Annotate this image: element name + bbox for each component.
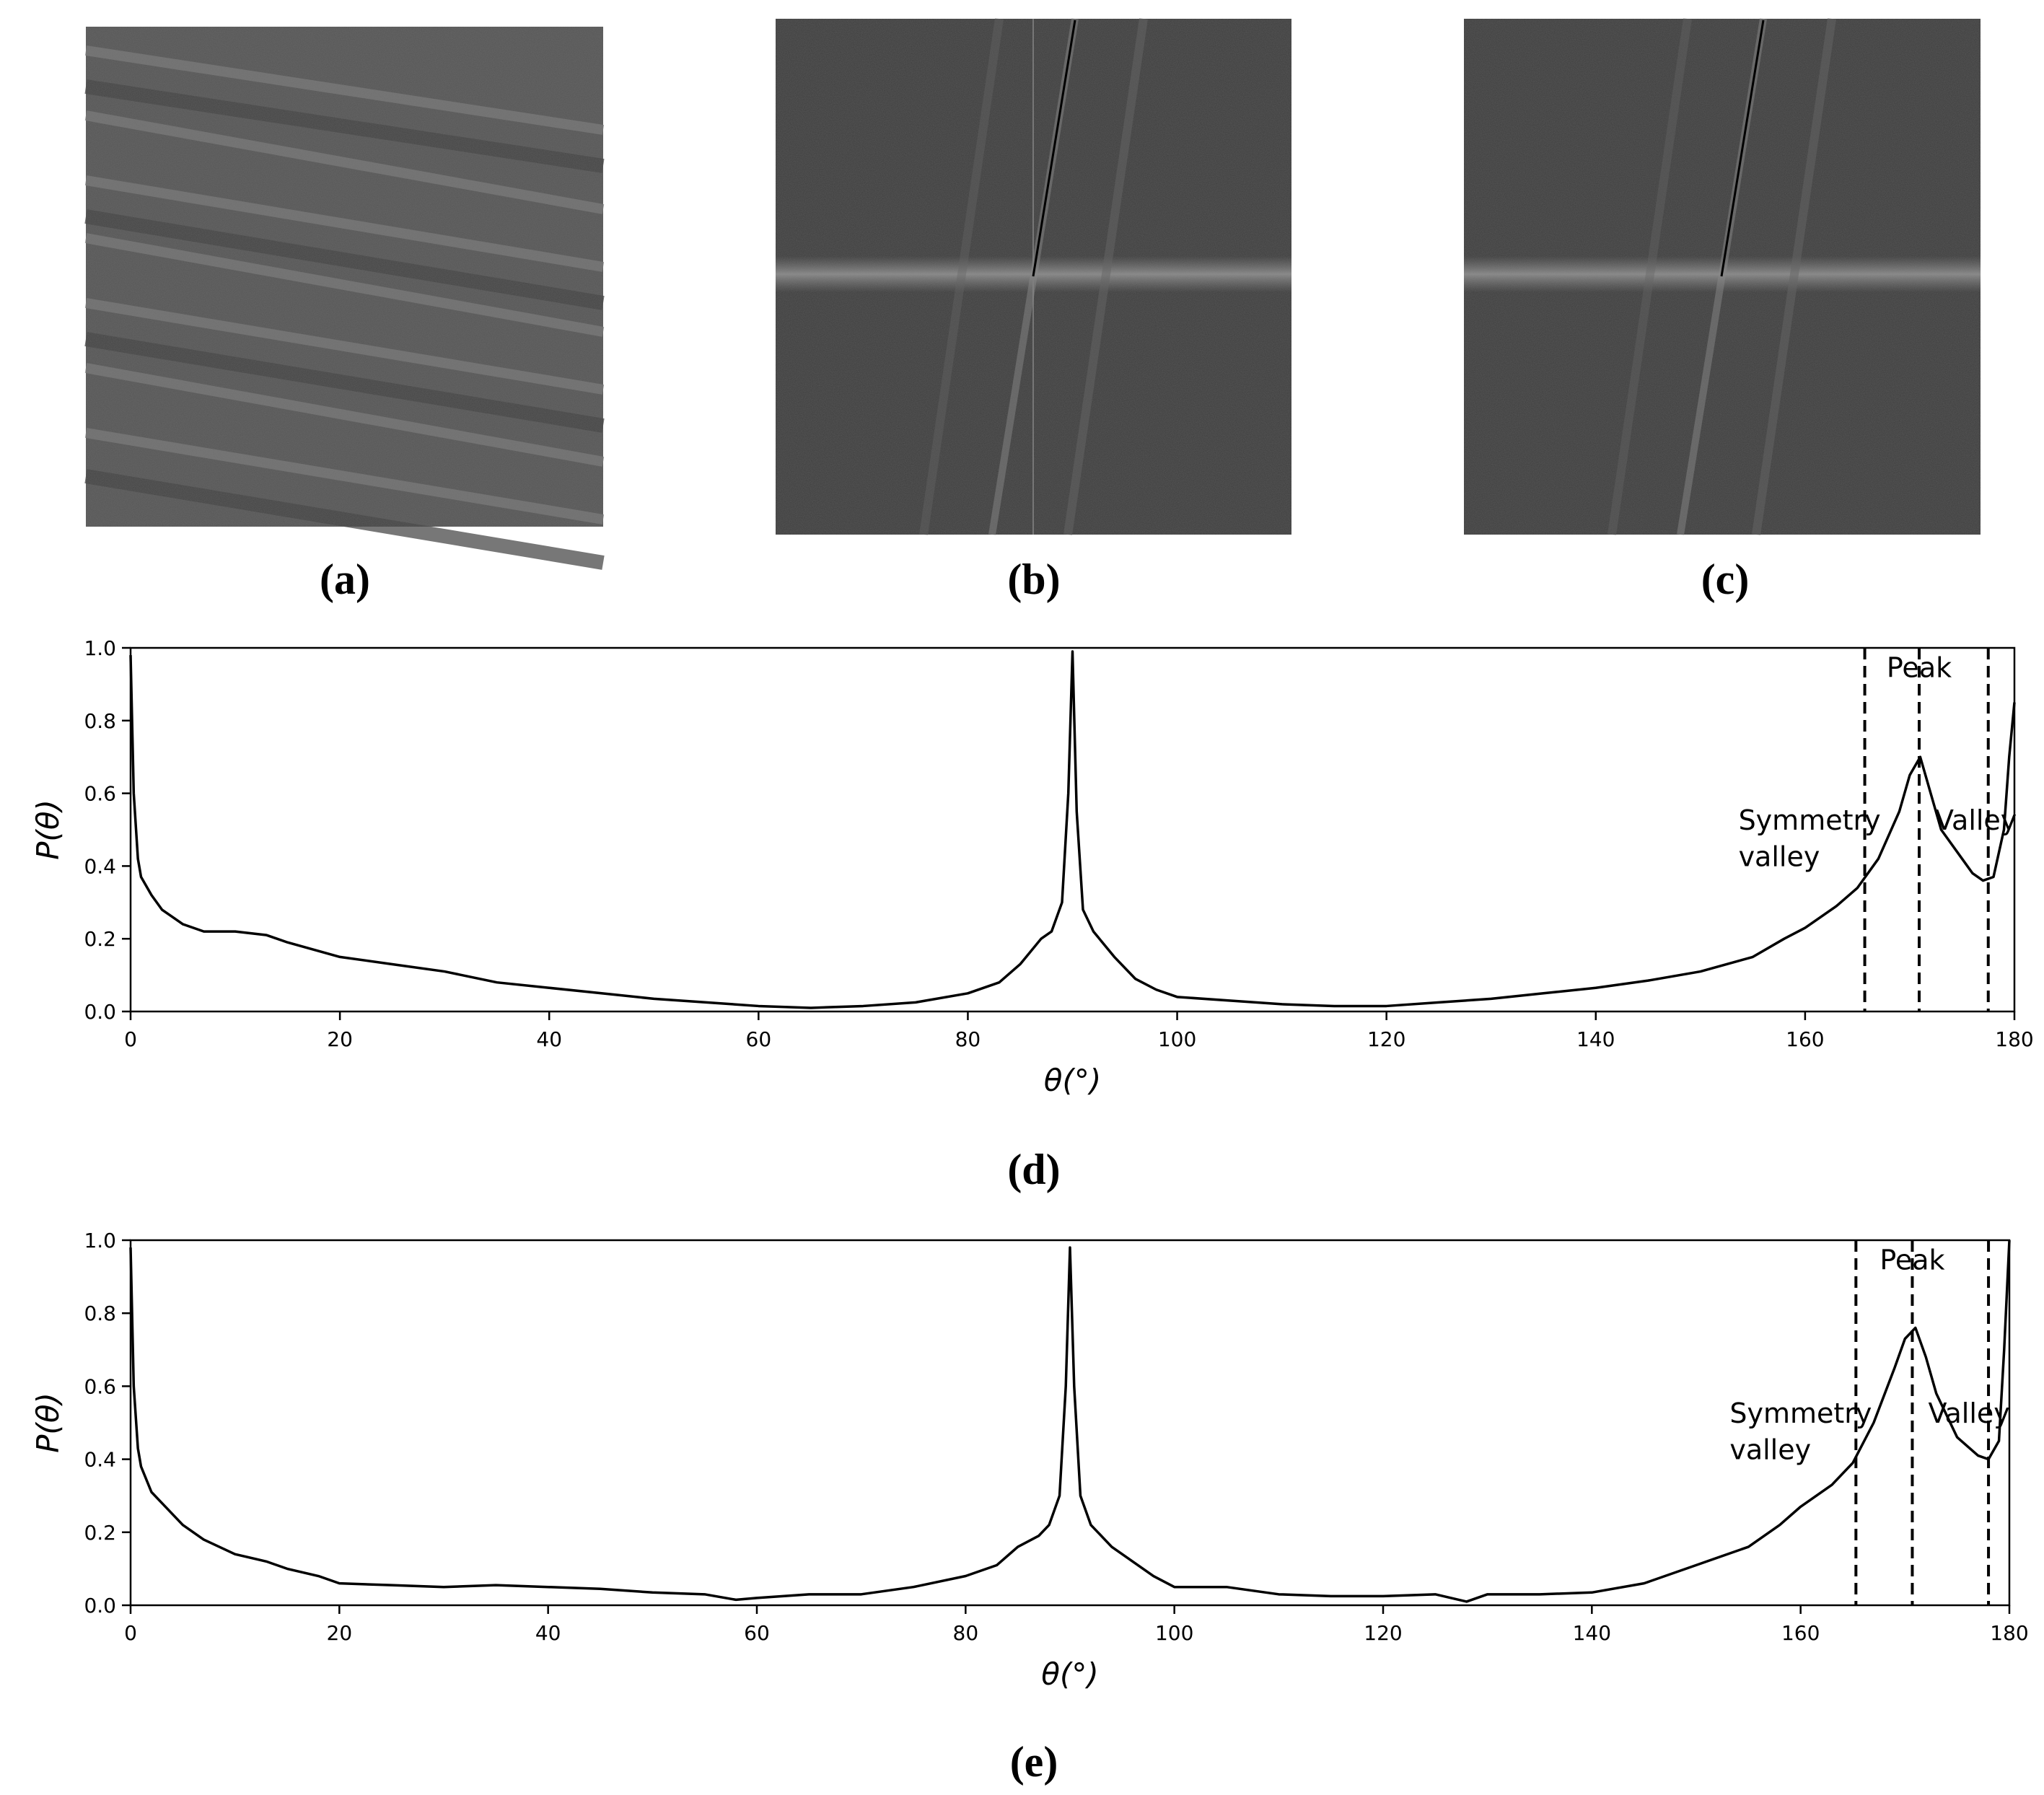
x-tick-label: 20 bbox=[327, 1621, 353, 1645]
x-tick-label: 80 bbox=[953, 1621, 979, 1645]
y-tick-label: 0.6 bbox=[84, 782, 116, 806]
x-tick-label: 160 bbox=[1786, 1027, 1824, 1051]
x-tick-label: 0 bbox=[124, 1621, 137, 1645]
x-tick-label: 140 bbox=[1573, 1621, 1611, 1645]
x-tick-label: 0 bbox=[124, 1027, 137, 1051]
annotation: Symmetry bbox=[1729, 1397, 1872, 1429]
plot-frame bbox=[129, 1239, 2011, 1607]
x-tick-label: 100 bbox=[1155, 1621, 1193, 1645]
x-tick-label: 180 bbox=[1990, 1621, 2028, 1645]
x-tick-label: 160 bbox=[1781, 1621, 1820, 1645]
y-tick-label: 0.4 bbox=[84, 1448, 116, 1472]
x-tick-label: 20 bbox=[327, 1027, 353, 1051]
x-axis-label: θ(°) bbox=[1041, 1656, 1098, 1692]
x-tick-label: 40 bbox=[535, 1621, 561, 1645]
y-tick-label: 0.0 bbox=[84, 1000, 116, 1024]
x-tick-label: 60 bbox=[744, 1621, 770, 1645]
y-tick-label: 0.6 bbox=[84, 1374, 116, 1398]
annotation: Peak bbox=[1879, 1244, 1944, 1276]
image-c bbox=[1464, 18, 1981, 535]
caption: (d) bbox=[1007, 1146, 1060, 1193]
y-tick-label: 0.2 bbox=[84, 1521, 116, 1545]
y-tick-label: 1.0 bbox=[84, 636, 116, 660]
caption: (a) bbox=[320, 556, 370, 603]
line-series bbox=[129, 650, 2016, 1009]
x-tick-label: 140 bbox=[1576, 1027, 1615, 1051]
annotation: Valley bbox=[1935, 804, 2017, 836]
y-tick-label: 0.4 bbox=[84, 854, 116, 878]
caption: (b) bbox=[1007, 556, 1060, 603]
image-b bbox=[776, 18, 1291, 535]
x-tick-label: 120 bbox=[1364, 1621, 1402, 1645]
annotation: Symmetry bbox=[1739, 804, 1881, 836]
caption: (e) bbox=[1010, 1738, 1058, 1786]
y-axis-label: P(θ) bbox=[30, 1392, 66, 1453]
y-axis-label: P(θ) bbox=[30, 799, 66, 860]
annotation: valley bbox=[1739, 841, 1820, 872]
annotation: valley bbox=[1729, 1434, 1811, 1466]
y-tick-label: 0.8 bbox=[84, 1302, 116, 1325]
image-a bbox=[84, 27, 605, 570]
caption: (c) bbox=[1701, 556, 1750, 603]
plot-frame bbox=[129, 646, 2016, 1013]
x-tick-label: 120 bbox=[1367, 1027, 1405, 1051]
x-tick-label: 80 bbox=[955, 1027, 981, 1051]
x-tick-label: 180 bbox=[1995, 1027, 2033, 1051]
y-tick-label: 0.0 bbox=[84, 1594, 116, 1618]
x-tick-label: 40 bbox=[536, 1027, 562, 1051]
x-tick-label: 100 bbox=[1158, 1027, 1196, 1051]
x-tick-label: 60 bbox=[746, 1027, 772, 1051]
annotation: Peak bbox=[1887, 651, 1952, 683]
line-series bbox=[129, 1239, 2011, 1603]
annotation: Valley bbox=[1928, 1397, 2009, 1429]
x-axis-label: θ(°) bbox=[1044, 1063, 1101, 1098]
y-tick-label: 1.0 bbox=[84, 1229, 116, 1252]
y-tick-label: 0.8 bbox=[84, 709, 116, 733]
y-tick-label: 0.2 bbox=[84, 927, 116, 951]
